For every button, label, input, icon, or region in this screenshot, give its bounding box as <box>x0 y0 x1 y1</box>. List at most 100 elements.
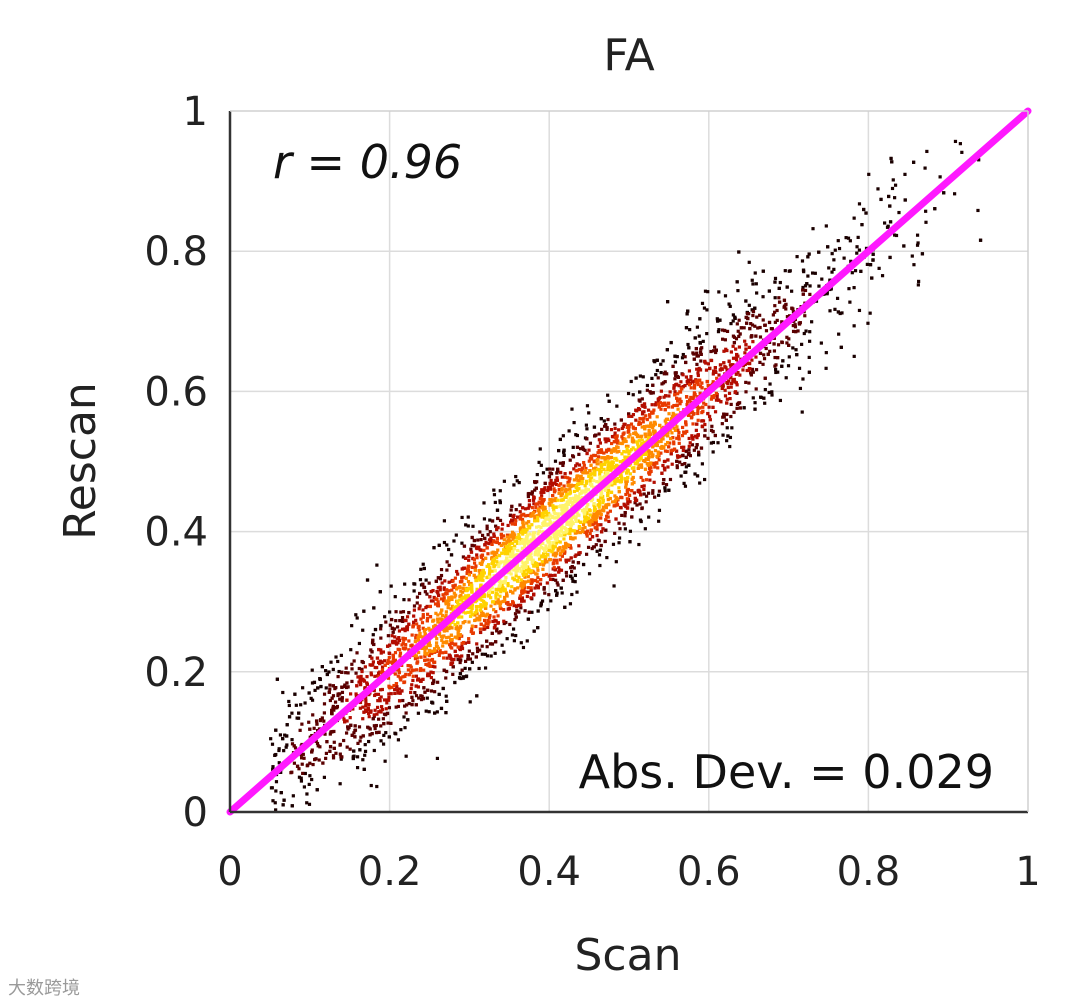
scatter-point <box>700 381 704 385</box>
scatter-point <box>350 667 354 671</box>
scatter-point <box>388 610 392 614</box>
scatter-point <box>479 610 484 614</box>
scatter-point <box>559 529 563 533</box>
scatter-point <box>514 615 518 619</box>
scatter-point <box>633 496 637 501</box>
scatter-point <box>830 270 834 274</box>
scatter-point <box>794 348 798 352</box>
scatter-point <box>450 604 455 608</box>
scatter-point <box>502 621 506 626</box>
scatter-point <box>570 592 574 597</box>
scatter-point <box>583 448 587 452</box>
scatter-point <box>638 390 642 394</box>
scatter-point <box>439 706 444 711</box>
scatter-point <box>551 494 555 498</box>
scatter-point <box>547 593 551 597</box>
scatter-point <box>780 364 784 368</box>
scatter-point <box>442 598 446 602</box>
scatter-point <box>496 516 500 521</box>
scatter-point <box>505 637 509 641</box>
scatter-point <box>474 575 479 579</box>
scatter-point <box>394 610 398 614</box>
scatter-point <box>415 595 420 599</box>
scatter-point <box>852 354 856 358</box>
scatter-point <box>627 430 631 434</box>
scatter-point <box>328 698 332 703</box>
scatter-point <box>464 576 468 580</box>
scatter-point <box>758 360 762 365</box>
scatter-point <box>456 615 461 619</box>
scatter-point <box>481 578 485 582</box>
scatter-point <box>410 633 414 637</box>
scatter-point <box>566 476 570 480</box>
scatter-point <box>613 531 617 535</box>
scatter-point <box>507 537 511 541</box>
scatter-point <box>656 450 660 454</box>
scatter-point <box>734 372 738 376</box>
scatter-point <box>422 668 426 672</box>
scatter-point <box>630 507 635 511</box>
scatter-point <box>775 308 779 313</box>
scatter-point <box>606 498 610 502</box>
scatter-point <box>703 289 708 293</box>
scatter-point <box>828 309 832 313</box>
scatter-point <box>813 271 817 275</box>
scatter-point <box>409 686 413 691</box>
scatter-point <box>929 102 932 105</box>
scatter-point <box>381 717 385 721</box>
scatter-point <box>438 631 442 635</box>
scatter-point <box>549 599 553 603</box>
scatter-point <box>526 520 531 524</box>
scatter-point <box>371 633 375 637</box>
scatter-point <box>646 408 651 412</box>
scatter-point <box>699 347 703 351</box>
scatter-point <box>503 587 507 591</box>
scatter-point <box>727 359 731 363</box>
scatter-point <box>345 745 349 749</box>
scatter-point <box>571 579 575 583</box>
scatter-point <box>461 621 465 625</box>
scatter-point <box>662 372 667 376</box>
scatter-point <box>556 532 560 536</box>
scatter-point <box>615 404 619 408</box>
scatter-point <box>557 483 561 487</box>
scatter-point <box>472 573 476 577</box>
scatter-point <box>381 650 386 654</box>
scatter-point <box>644 435 648 439</box>
scatter-point <box>418 604 422 608</box>
scatter-point <box>593 473 597 477</box>
scatter-point <box>402 680 407 684</box>
scatter-point <box>525 639 529 643</box>
scatter-point <box>331 667 335 672</box>
scatter-point <box>342 717 346 721</box>
scatter-point <box>285 734 289 738</box>
scatter-point <box>346 685 350 689</box>
scatter-point <box>461 555 465 559</box>
scatter-point <box>346 725 350 729</box>
scatter-point <box>447 563 451 567</box>
scatter-point <box>696 354 700 358</box>
scatter-point <box>520 530 524 534</box>
scatter-point <box>599 417 603 421</box>
scatter-point <box>721 337 725 341</box>
scatter-point <box>454 593 458 597</box>
scatter-point <box>487 563 491 567</box>
scatter-point <box>470 603 475 607</box>
scatter-point <box>597 553 602 557</box>
scatter-point <box>456 631 460 635</box>
scatter-point <box>305 801 309 805</box>
scatter-point <box>498 604 502 608</box>
scatter-point <box>485 546 489 550</box>
scatter-point <box>655 455 659 459</box>
scatter-point <box>692 379 697 383</box>
scatter-point <box>401 619 405 624</box>
scatter-point <box>751 309 756 314</box>
scatter-point <box>666 458 670 462</box>
scatter-point <box>546 608 550 612</box>
scatter-point <box>599 543 603 548</box>
scatter-point <box>359 735 363 739</box>
scatter-point <box>492 626 497 630</box>
scatter-point <box>642 416 646 420</box>
scatter-point <box>723 328 727 333</box>
scatter-point <box>519 578 523 582</box>
